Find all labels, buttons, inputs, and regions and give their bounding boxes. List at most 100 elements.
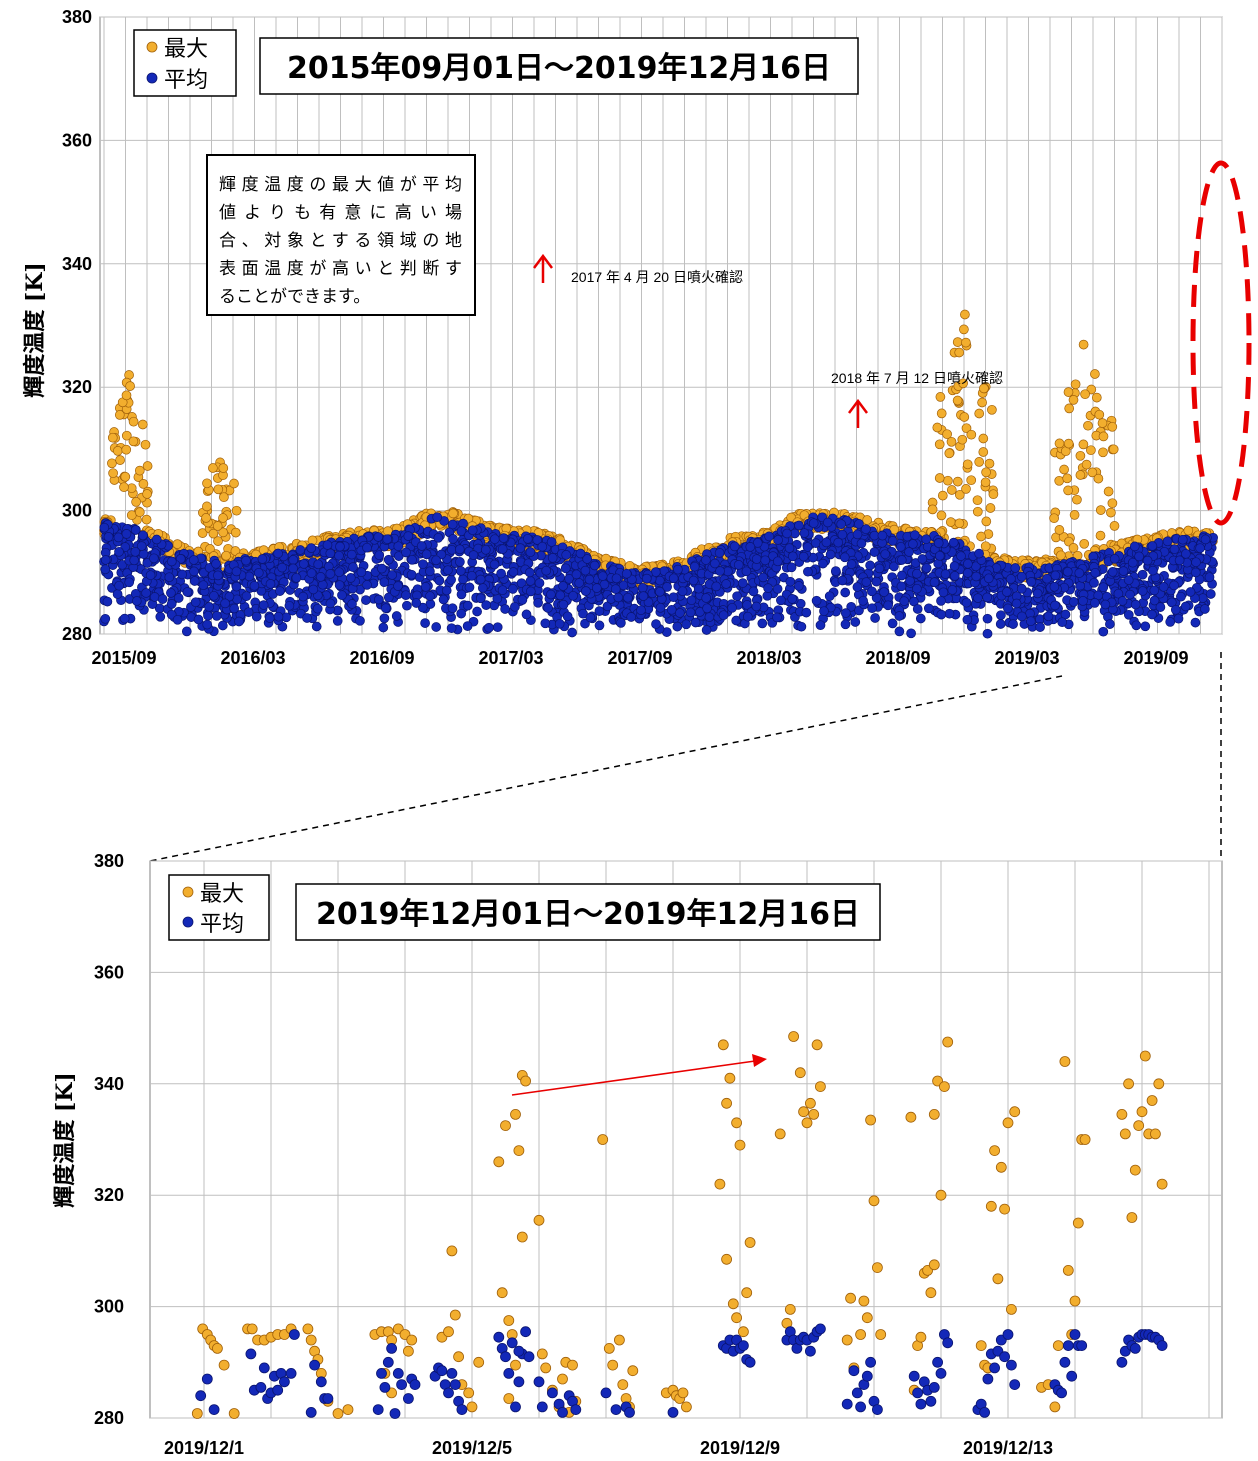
avg-point: [334, 567, 345, 578]
avg-point: [211, 611, 222, 621]
avg-point: [1016, 571, 1027, 582]
avg-point: [348, 562, 358, 572]
avg-point: [433, 532, 444, 543]
max-point: [1146, 1095, 1158, 1106]
max-point: [960, 309, 970, 320]
max-point: [221, 550, 231, 561]
avg-point: [906, 628, 916, 639]
avg-point: [376, 1368, 387, 1379]
avg-point: [475, 574, 486, 585]
max-point: [875, 1329, 887, 1340]
avg-point: [672, 621, 683, 632]
avg-point: [562, 611, 573, 622]
avg-point: [594, 606, 605, 616]
avg-point: [546, 589, 556, 600]
avg-point: [841, 1398, 853, 1410]
max-point: [1081, 459, 1092, 470]
avg-point: [373, 532, 384, 542]
max-point: [942, 429, 952, 440]
avg-point: [258, 1362, 270, 1374]
avg-point: [379, 1382, 391, 1393]
avg-point: [681, 619, 692, 630]
avg-point: [497, 544, 508, 554]
max-point: [794, 1067, 806, 1079]
avg-point: [912, 583, 922, 594]
avg-point: [462, 621, 473, 631]
avg-point: [581, 586, 591, 596]
avg-point: [540, 618, 551, 629]
avg-point: [1118, 566, 1129, 576]
avg-point: [798, 551, 809, 562]
avg-point: [971, 571, 982, 582]
avg-point: [255, 1382, 267, 1393]
avg-point: [182, 587, 193, 597]
avg-point: [942, 1337, 954, 1349]
avg-point: [839, 552, 850, 563]
avg-point: [308, 584, 319, 595]
avg-point: [380, 603, 391, 613]
avg-point: [517, 595, 528, 605]
avg-point: [1074, 568, 1085, 578]
max-point: [302, 1323, 314, 1335]
avg-point: [940, 569, 951, 579]
bottom-plot-area: [149, 860, 1223, 1419]
bottom-y-tick: 360: [94, 962, 124, 982]
max-point: [808, 1109, 820, 1120]
avg-point: [1062, 566, 1073, 577]
max-point: [984, 458, 995, 469]
avg-point: [420, 618, 430, 628]
avg-point: [515, 543, 526, 553]
max-point: [121, 390, 132, 401]
max-point: [305, 1334, 317, 1346]
avg-point: [1009, 1379, 1021, 1390]
avg-point: [693, 583, 704, 594]
avg-point: [315, 572, 326, 582]
avg-point: [537, 541, 548, 552]
avg-point: [373, 594, 384, 605]
max-point: [744, 1237, 756, 1248]
max-point: [219, 492, 229, 503]
avg-point: [229, 603, 240, 614]
avg-point: [121, 529, 132, 539]
max-point: [928, 1109, 940, 1120]
avg-point: [277, 562, 287, 573]
avg-point: [1162, 536, 1173, 547]
avg-point: [245, 1348, 257, 1360]
avg-point: [190, 597, 201, 608]
max-point: [961, 423, 972, 434]
top-y-tick: 360: [62, 130, 92, 150]
max-point: [945, 517, 956, 527]
avg-point: [129, 555, 140, 566]
bottom-x-tick: 2019/12/1: [164, 1438, 244, 1458]
avg-point: [231, 566, 242, 577]
avg-point: [934, 550, 945, 561]
max-point: [1080, 389, 1090, 400]
avg-point: [325, 548, 336, 559]
avg-point: [757, 618, 768, 629]
avg-point: [362, 542, 372, 553]
max-point: [212, 521, 223, 531]
max-point: [627, 1365, 639, 1377]
avg-point: [867, 586, 877, 597]
avg-point: [567, 627, 577, 638]
max-point: [731, 1312, 742, 1324]
max-point: [954, 347, 965, 358]
avg-point: [273, 548, 283, 559]
avg-point: [446, 623, 457, 634]
avg-point: [484, 622, 494, 633]
max-point: [114, 410, 125, 420]
max-point: [1079, 1134, 1091, 1145]
avg-point: [912, 604, 923, 614]
avg-point: [1165, 617, 1176, 627]
avg-point: [933, 538, 944, 548]
max-point: [868, 1195, 880, 1207]
max-point: [520, 1075, 531, 1087]
avg-point: [334, 580, 345, 590]
avg-point: [979, 1407, 990, 1418]
avg-point: [383, 554, 394, 565]
avg-point: [241, 591, 252, 601]
avg-point: [654, 575, 665, 586]
avg-point: [149, 592, 160, 602]
avg-point: [560, 563, 571, 574]
max-point: [406, 1334, 418, 1346]
